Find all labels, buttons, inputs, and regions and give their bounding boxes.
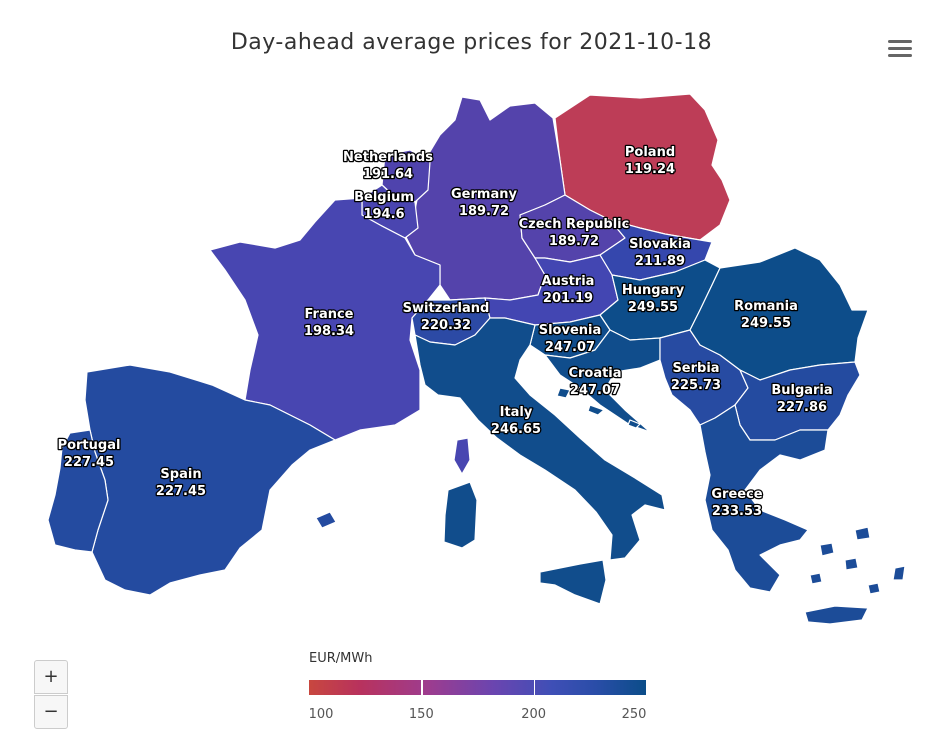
country-name-spain: Spain [160, 467, 201, 482]
country-name-slovakia: Slovakia [629, 237, 691, 252]
country-price-croatia: 247.07 [570, 383, 620, 398]
country-croatia-island[interactable] [587, 404, 605, 416]
country-name-greece: Greece [711, 487, 762, 502]
country-spain-island[interactable] [315, 511, 337, 529]
country-greece-island[interactable] [854, 526, 871, 541]
menu-bar [888, 40, 912, 43]
country-name-switzerland: Switzerland [403, 301, 490, 316]
legend-color-bar [309, 680, 646, 695]
country-name-poland: Poland [625, 145, 675, 160]
country-name-czech-republic: Czech Republic [519, 217, 630, 232]
country-price-greece: 233.53 [712, 504, 762, 519]
country-name-germany: Germany [451, 187, 517, 202]
country-price-germany: 189.72 [459, 204, 509, 219]
hamburger-menu-icon[interactable] [888, 40, 912, 62]
country-name-austria: Austria [542, 274, 595, 289]
country-name-hungary: Hungary [622, 283, 685, 298]
country-greece-island[interactable] [892, 565, 906, 581]
country-croatia-island[interactable] [556, 387, 571, 399]
country-italy-sardinia[interactable] [443, 481, 478, 549]
country-croatia-island[interactable] [627, 419, 641, 429]
country-price-slovakia: 211.89 [635, 254, 685, 269]
country-name-romania: Romania [734, 299, 798, 314]
legend-tick-label: 250 [621, 707, 647, 722]
country-price-netherlands: 191.64 [363, 167, 413, 182]
country-greece[interactable] [699, 404, 829, 593]
legend-tick-label: 200 [521, 707, 547, 722]
legend-tick-label: 100 [308, 707, 334, 722]
legend-title: EUR/MWh [309, 651, 373, 666]
country-price-hungary: 249.55 [628, 300, 678, 315]
country-greece-crete[interactable] [804, 605, 869, 625]
country-name-italy: Italy [500, 405, 533, 420]
country-price-belgium: 194.6 [363, 207, 404, 222]
country-greece-island[interactable] [819, 542, 835, 557]
country-price-austria: 201.19 [543, 291, 593, 306]
country-greece-island[interactable] [809, 572, 823, 585]
country-italy[interactable] [414, 317, 666, 561]
menu-bar [888, 54, 912, 57]
country-france-corsica[interactable] [453, 437, 471, 475]
map-title: Day-ahead average prices for 2021-10-18 [230, 30, 713, 55]
country-name-bulgaria: Bulgaria [771, 383, 832, 398]
country-portugal[interactable] [47, 429, 109, 553]
country-name-slovenia: Slovenia [539, 323, 602, 338]
country-price-poland: 119.24 [625, 162, 675, 177]
country-price-italy: 246.65 [491, 422, 541, 437]
country-greece-island[interactable] [867, 582, 881, 595]
country-france[interactable] [209, 197, 441, 441]
menu-bar [888, 47, 912, 50]
legend-divider [533, 680, 536, 695]
country-italy-sicily[interactable] [539, 559, 607, 605]
country-price-switzerland: 220.32 [421, 318, 471, 333]
country-name-serbia: Serbia [672, 361, 719, 376]
country-croatia[interactable] [544, 329, 661, 433]
country-name-netherlands: Netherlands [343, 150, 433, 165]
country-name-croatia: Croatia [568, 366, 621, 381]
zoom-out-button[interactable]: − [34, 695, 68, 729]
country-price-romania: 249.55 [741, 316, 791, 331]
country-price-spain: 227.45 [156, 484, 206, 499]
zoom-in-button[interactable]: + [34, 660, 68, 694]
country-name-france: France [304, 307, 353, 322]
legend-divider [421, 680, 423, 695]
country-price-slovenia: 247.07 [545, 340, 595, 355]
country-price-france: 198.34 [304, 324, 354, 339]
country-greece-island[interactable] [844, 557, 859, 571]
country-name-portugal: Portugal [58, 438, 121, 453]
legend-tick-label: 150 [408, 707, 434, 722]
country-price-bulgaria: 227.86 [777, 400, 827, 415]
country-name-belgium: Belgium [354, 190, 414, 205]
country-price-serbia: 225.73 [671, 378, 721, 393]
country-price-portugal: 227.45 [64, 455, 114, 470]
country-price-czech-republic: 189.72 [549, 234, 599, 249]
